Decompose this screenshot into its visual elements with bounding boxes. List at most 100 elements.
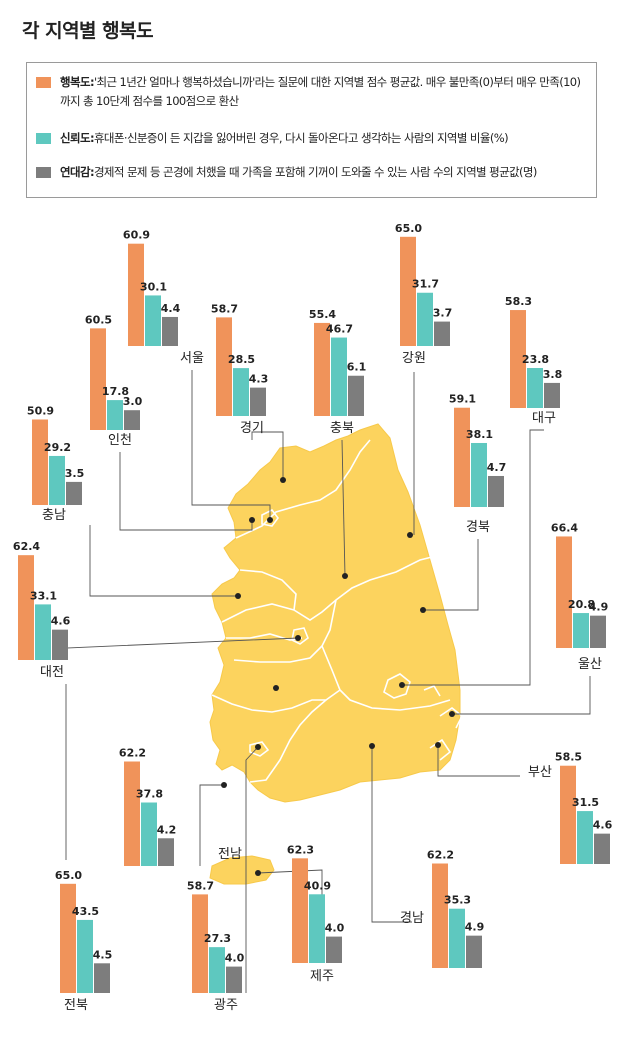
bar-group-경남: 62.2 35.3 4.9 경남 — [400, 849, 484, 968]
bar-solidarity-인천 — [124, 410, 140, 430]
region-dot-경기 — [280, 477, 286, 483]
bar-happiness-강원 — [400, 236, 416, 346]
value-label-happiness-전남: 62.2 — [119, 747, 146, 760]
value-label-solidarity-대전: 4.6 — [51, 615, 71, 628]
value-label-happiness-경기: 58.7 — [211, 302, 238, 315]
value-label-trust-전북: 43.5 — [72, 905, 99, 918]
legend-text-trust: 휴대폰·신분증이 든 지갑을 잃어버린 경우, 다시 돌아온다고 생각하는 사람… — [93, 131, 509, 145]
region-label-인천: 인천 — [108, 433, 132, 448]
value-label-solidarity-경기: 4.3 — [249, 373, 269, 386]
value-label-solidarity-경북: 4.7 — [487, 461, 507, 474]
bar-group-충남: 50.9 29.2 3.5 충남 — [27, 404, 84, 523]
bar-trust-전북 — [77, 919, 93, 993]
value-label-happiness-부산: 58.5 — [555, 751, 582, 764]
leader-line-광주 — [245, 746, 259, 993]
bar-solidarity-제주 — [326, 936, 342, 963]
bar-happiness-광주 — [192, 894, 208, 993]
legend-text-happiness: '최근 1년간 얼마나 행복하셨습니까'라는 질문에 대한 지역별 점수 평균값… — [60, 75, 581, 108]
korea-mainland — [209, 423, 461, 803]
value-label-trust-대구: 23.8 — [522, 353, 549, 366]
value-label-trust-강원: 31.7 — [412, 278, 439, 291]
value-label-happiness-강원: 65.0 — [395, 222, 422, 235]
value-label-happiness-제주: 62.3 — [287, 843, 314, 856]
region-dot-제주 — [255, 870, 261, 876]
region-label-대구: 대구 — [532, 411, 556, 426]
value-label-happiness-대구: 58.3 — [505, 295, 532, 308]
legend-swatch-happiness — [36, 77, 51, 88]
region-dots — [221, 477, 455, 876]
bar-solidarity-서울 — [162, 316, 178, 346]
region-dot-전남 — [221, 782, 227, 788]
value-label-happiness-충남: 50.9 — [27, 404, 54, 417]
value-label-trust-울산: 20.8 — [568, 598, 595, 611]
bar-happiness-경남 — [432, 863, 448, 968]
value-label-solidarity-제주: 4.0 — [325, 922, 345, 935]
bar-trust-전남 — [141, 802, 157, 866]
legend-text-solidarity: 경제적 문제 등 곤경에 처했을 때 가족을 포함해 기꺼이 도와줄 수 있는 … — [93, 165, 537, 179]
bar-solidarity-부산 — [594, 833, 610, 864]
value-label-solidarity-부산: 4.6 — [593, 819, 613, 832]
value-label-happiness-울산: 66.4 — [551, 521, 578, 534]
value-label-solidarity-전북: 4.5 — [93, 948, 113, 961]
bar-happiness-전북 — [60, 883, 76, 993]
value-label-solidarity-대구: 3.8 — [543, 368, 563, 381]
region-dot-대전 — [295, 635, 301, 641]
region-dot-경북 — [420, 607, 426, 613]
region-label-강원: 강원 — [402, 351, 426, 366]
value-label-trust-제주: 40.9 — [304, 879, 331, 892]
bar-group-전남: 62.2 37.8 4.2 전남 — [119, 747, 242, 866]
bar-trust-충북 — [331, 337, 347, 416]
bar-happiness-대구 — [510, 310, 526, 408]
bar-solidarity-경기 — [250, 387, 266, 416]
value-label-happiness-전북: 65.0 — [55, 869, 82, 882]
value-label-happiness-대전: 62.4 — [13, 540, 40, 553]
value-label-solidarity-충북: 6.1 — [347, 361, 367, 374]
bar-trust-경북 — [471, 442, 487, 507]
legend-key-happiness: 행복도: — [60, 75, 95, 89]
value-label-happiness-서울: 60.9 — [123, 229, 150, 242]
leader-line-서울 — [191, 370, 271, 520]
bar-group-인천: 60.5 17.83.0 인천 — [85, 313, 143, 448]
region-dot-인천 — [249, 517, 255, 523]
leader-line-충북 — [341, 439, 346, 577]
region-dot-서울 — [267, 517, 273, 523]
leader-line-전남 — [199, 784, 224, 866]
value-label-trust-경남: 35.3 — [444, 894, 471, 907]
region-label-부산: 부산 — [528, 765, 552, 780]
bar-happiness-울산 — [556, 536, 572, 648]
bar-group-광주: 58.7 27.3 4.0 광주 — [187, 879, 245, 1013]
bar-trust-대전 — [35, 604, 51, 660]
region-dot-대구 — [399, 682, 405, 688]
leader-line-인천 — [119, 452, 253, 531]
bar-happiness-제주 — [292, 858, 308, 963]
leader-line-경북 — [423, 539, 479, 611]
region-dot-강원 — [407, 532, 413, 538]
region-label-전북: 전북 — [64, 998, 88, 1013]
value-label-trust-충북: 46.7 — [326, 323, 353, 336]
leader-line-경남 — [371, 746, 412, 923]
bar-group-대전: 62.4 33.1 4.6 대전 — [13, 540, 71, 680]
region-label-울산: 울산 — [578, 657, 602, 672]
value-label-trust-대전: 33.1 — [30, 589, 57, 602]
bar-solidarity-충북 — [348, 375, 364, 416]
region-dot-충북 — [342, 573, 348, 579]
bar-solidarity-대전 — [52, 629, 68, 660]
bar-happiness-충남 — [32, 419, 48, 505]
bar-group-울산: 66.4 20.84.9 울산 — [551, 521, 608, 672]
bar-trust-강원 — [417, 292, 433, 346]
value-label-solidarity-광주: 4.0 — [225, 952, 245, 965]
bar-solidarity-전남 — [158, 838, 174, 866]
legend-swatch-trust — [36, 133, 51, 144]
bar-trust-부산 — [577, 811, 593, 864]
bar-group-서울: 60.9 30.1 4.4 서울 — [123, 229, 204, 366]
bar-group-충북: 55.4 46.7 6.1 충북 — [309, 308, 366, 436]
value-label-solidarity-강원: 3.7 — [433, 307, 453, 320]
bar-groups: 60.9 30.1 4.4 서울 65.0 31.7 3.7 강원 60.5 17.83.0 인천 5… — [13, 222, 613, 1013]
region-dot-부산 — [435, 742, 441, 748]
region-label-경북: 경북 — [466, 520, 490, 535]
value-label-trust-전남: 37.8 — [136, 787, 163, 800]
legend: 행복도:'최근 1년간 얼마나 행복하셨습니까'라는 질문에 대한 지역별 점수… — [26, 62, 597, 198]
bar-trust-인천 — [107, 400, 123, 430]
bar-happiness-인천 — [90, 328, 106, 430]
